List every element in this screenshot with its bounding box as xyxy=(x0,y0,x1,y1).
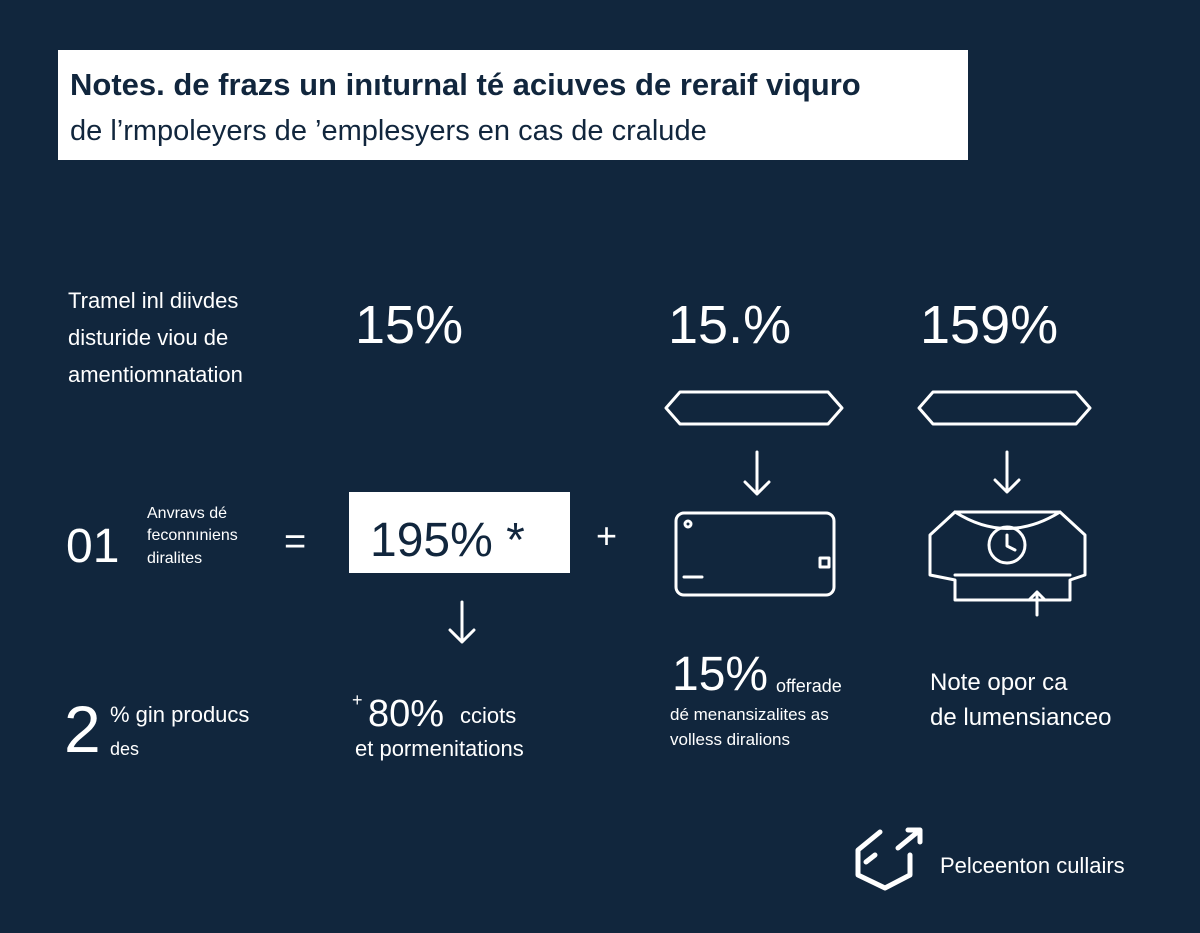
stat: 15.% xyxy=(668,295,791,355)
row3-text: dé menansizalites as xyxy=(670,705,829,724)
row3-text: volless diralions xyxy=(670,730,790,749)
title-box xyxy=(58,50,968,160)
row3-text: Note opor ca xyxy=(930,669,1068,696)
row3-text: % gin producs xyxy=(110,702,249,727)
row1-label: Tramel inl diivdes xyxy=(68,288,238,313)
brand-logo xyxy=(855,827,923,891)
row3-text: et pormenitations xyxy=(355,736,524,761)
row3-unit: offerade xyxy=(776,676,842,696)
row3-value: 15% xyxy=(672,648,768,701)
equals-sign: = xyxy=(284,521,306,563)
stat: 159% xyxy=(920,295,1058,355)
row3-text: de lumensianceo xyxy=(930,704,1111,731)
row2-label: diralites xyxy=(147,550,202,567)
row3-value: 80% xyxy=(368,693,444,735)
subtitle: de l’rmpoleyers de ’emplesyers en cas de… xyxy=(70,115,707,147)
highlight-box xyxy=(349,492,570,573)
row1-label: disturide viou de xyxy=(68,325,228,350)
arrow-icon xyxy=(743,450,771,496)
clock-icon xyxy=(928,510,1087,617)
row3-text: des xyxy=(110,739,139,759)
row3-number: 2 xyxy=(64,692,101,766)
plus-sign: + xyxy=(596,515,617,556)
arrow-icon xyxy=(448,600,476,644)
row2-label: Anvravs dé xyxy=(147,505,227,522)
row3-unit: cciots xyxy=(460,703,516,728)
plus-sign: + xyxy=(352,690,363,710)
highlight-value: 195% * xyxy=(370,514,525,567)
arrow-icon xyxy=(993,450,1021,494)
pill-icon xyxy=(917,390,1092,426)
row2-number: 01 xyxy=(66,520,119,573)
row2-label: feconnıniens xyxy=(147,527,238,544)
title: Notes. de frazs un inıturnal té aciuves … xyxy=(70,67,861,102)
brand-name: Pelceenton cullairs xyxy=(940,853,1125,878)
device-icon xyxy=(674,511,836,597)
stat: 15% xyxy=(355,295,463,355)
pill-icon xyxy=(664,390,844,426)
row1-label: amentiomnatation xyxy=(68,362,243,387)
